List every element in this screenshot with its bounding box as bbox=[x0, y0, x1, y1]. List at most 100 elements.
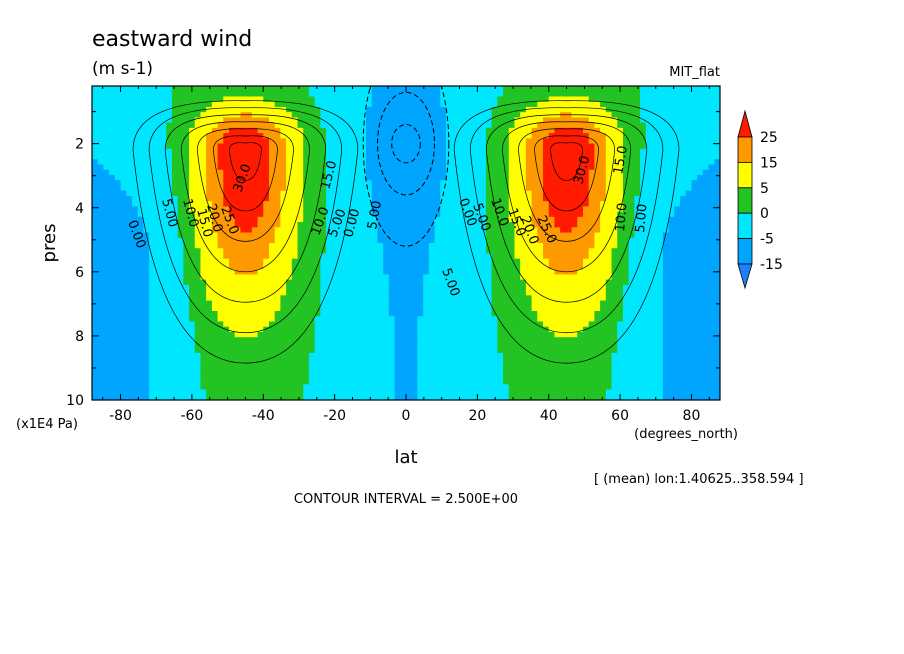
field-cell bbox=[166, 227, 173, 234]
field-cell bbox=[371, 253, 379, 260]
field-cell bbox=[109, 269, 116, 275]
field-cell bbox=[154, 222, 162, 228]
field-cell bbox=[508, 243, 516, 249]
field-cell bbox=[166, 195, 173, 202]
field-cell bbox=[377, 232, 384, 239]
field-cell bbox=[366, 101, 373, 108]
field-cell bbox=[194, 190, 202, 197]
field-cell bbox=[354, 358, 361, 364]
field-cell bbox=[531, 311, 538, 317]
field-cell bbox=[109, 195, 116, 202]
field-cell bbox=[137, 112, 144, 118]
field-cell bbox=[120, 363, 127, 370]
field-cell bbox=[434, 352, 441, 359]
field-cell bbox=[337, 321, 344, 328]
field-cell bbox=[223, 143, 230, 150]
field-cell bbox=[234, 122, 242, 129]
field-cell bbox=[560, 180, 567, 187]
field-cell bbox=[297, 295, 304, 302]
field-cell bbox=[400, 148, 407, 155]
field-cell bbox=[428, 159, 436, 166]
field-cell bbox=[428, 117, 436, 124]
field-cell bbox=[114, 363, 122, 370]
field-cell bbox=[291, 300, 299, 307]
field-cell bbox=[149, 263, 156, 270]
field-cell bbox=[543, 227, 550, 234]
field-cell bbox=[120, 185, 127, 192]
field-cell bbox=[154, 106, 162, 113]
field-cell bbox=[166, 342, 173, 349]
field-cell bbox=[331, 326, 339, 333]
field-cell bbox=[520, 295, 527, 302]
field-cell bbox=[194, 133, 202, 139]
field-cell bbox=[268, 127, 276, 134]
field-cell bbox=[560, 237, 567, 244]
field-cell bbox=[257, 258, 264, 265]
field-cell bbox=[103, 347, 110, 354]
field-cell bbox=[554, 263, 561, 270]
field-cell bbox=[103, 237, 110, 244]
field-cell bbox=[554, 117, 561, 124]
field-cell bbox=[229, 263, 236, 270]
field-cell bbox=[314, 321, 321, 328]
field-cell bbox=[137, 138, 144, 145]
field-cell bbox=[491, 279, 498, 286]
field-cell bbox=[343, 237, 350, 244]
field-cell bbox=[200, 243, 207, 249]
field-cell bbox=[263, 279, 270, 286]
field-cell bbox=[457, 253, 464, 260]
field-cell bbox=[229, 91, 236, 98]
field-cell bbox=[92, 352, 99, 359]
field-cell bbox=[560, 321, 567, 328]
field-cell bbox=[154, 86, 162, 92]
field-cell bbox=[508, 379, 516, 385]
field-cell bbox=[166, 112, 173, 118]
field-cell bbox=[251, 211, 259, 218]
field-cell bbox=[320, 112, 327, 118]
field-cell bbox=[154, 91, 162, 98]
field-cell bbox=[120, 342, 127, 349]
field-cell bbox=[400, 389, 407, 396]
field-cell bbox=[143, 368, 150, 375]
field-cell bbox=[525, 206, 533, 213]
field-cell bbox=[126, 263, 133, 270]
field-cell bbox=[246, 169, 253, 176]
field-cell bbox=[314, 154, 321, 160]
field-cell bbox=[394, 122, 401, 129]
field-cell bbox=[223, 138, 230, 145]
field-cell bbox=[280, 96, 287, 103]
field-cell bbox=[428, 112, 436, 118]
field-cell bbox=[217, 347, 224, 354]
field-cell bbox=[411, 279, 419, 286]
field-cell bbox=[354, 169, 361, 176]
field-cell bbox=[360, 237, 367, 244]
field-cell bbox=[560, 174, 567, 181]
field-cell bbox=[417, 263, 424, 270]
field-cell bbox=[194, 389, 202, 396]
field-cell bbox=[537, 216, 544, 223]
field-cell bbox=[417, 169, 424, 176]
field-cell bbox=[331, 164, 339, 171]
field-cell bbox=[97, 237, 105, 244]
field-cell bbox=[160, 352, 167, 359]
field-cell bbox=[297, 185, 304, 192]
field-cell bbox=[120, 290, 127, 296]
field-cell bbox=[400, 174, 407, 181]
field-cell bbox=[274, 373, 281, 380]
field-cell bbox=[406, 352, 413, 359]
field-cell bbox=[257, 284, 264, 291]
field-cell bbox=[463, 290, 470, 296]
field-cell bbox=[434, 148, 441, 155]
field-cell bbox=[154, 274, 162, 281]
field-cell bbox=[206, 206, 213, 213]
field-cell bbox=[508, 227, 516, 234]
field-cell bbox=[143, 331, 150, 338]
field-cell bbox=[468, 112, 476, 118]
field-cell bbox=[314, 295, 321, 302]
field-cell bbox=[217, 263, 224, 270]
field-cell bbox=[480, 300, 487, 307]
field-cell bbox=[92, 316, 99, 323]
field-cell bbox=[246, 368, 253, 375]
field-cell bbox=[320, 352, 327, 359]
field-cell bbox=[206, 227, 213, 234]
